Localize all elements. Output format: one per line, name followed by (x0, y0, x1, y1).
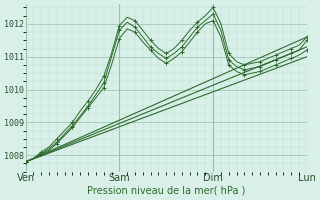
X-axis label: Pression niveau de la mer( hPa ): Pression niveau de la mer( hPa ) (87, 186, 245, 196)
